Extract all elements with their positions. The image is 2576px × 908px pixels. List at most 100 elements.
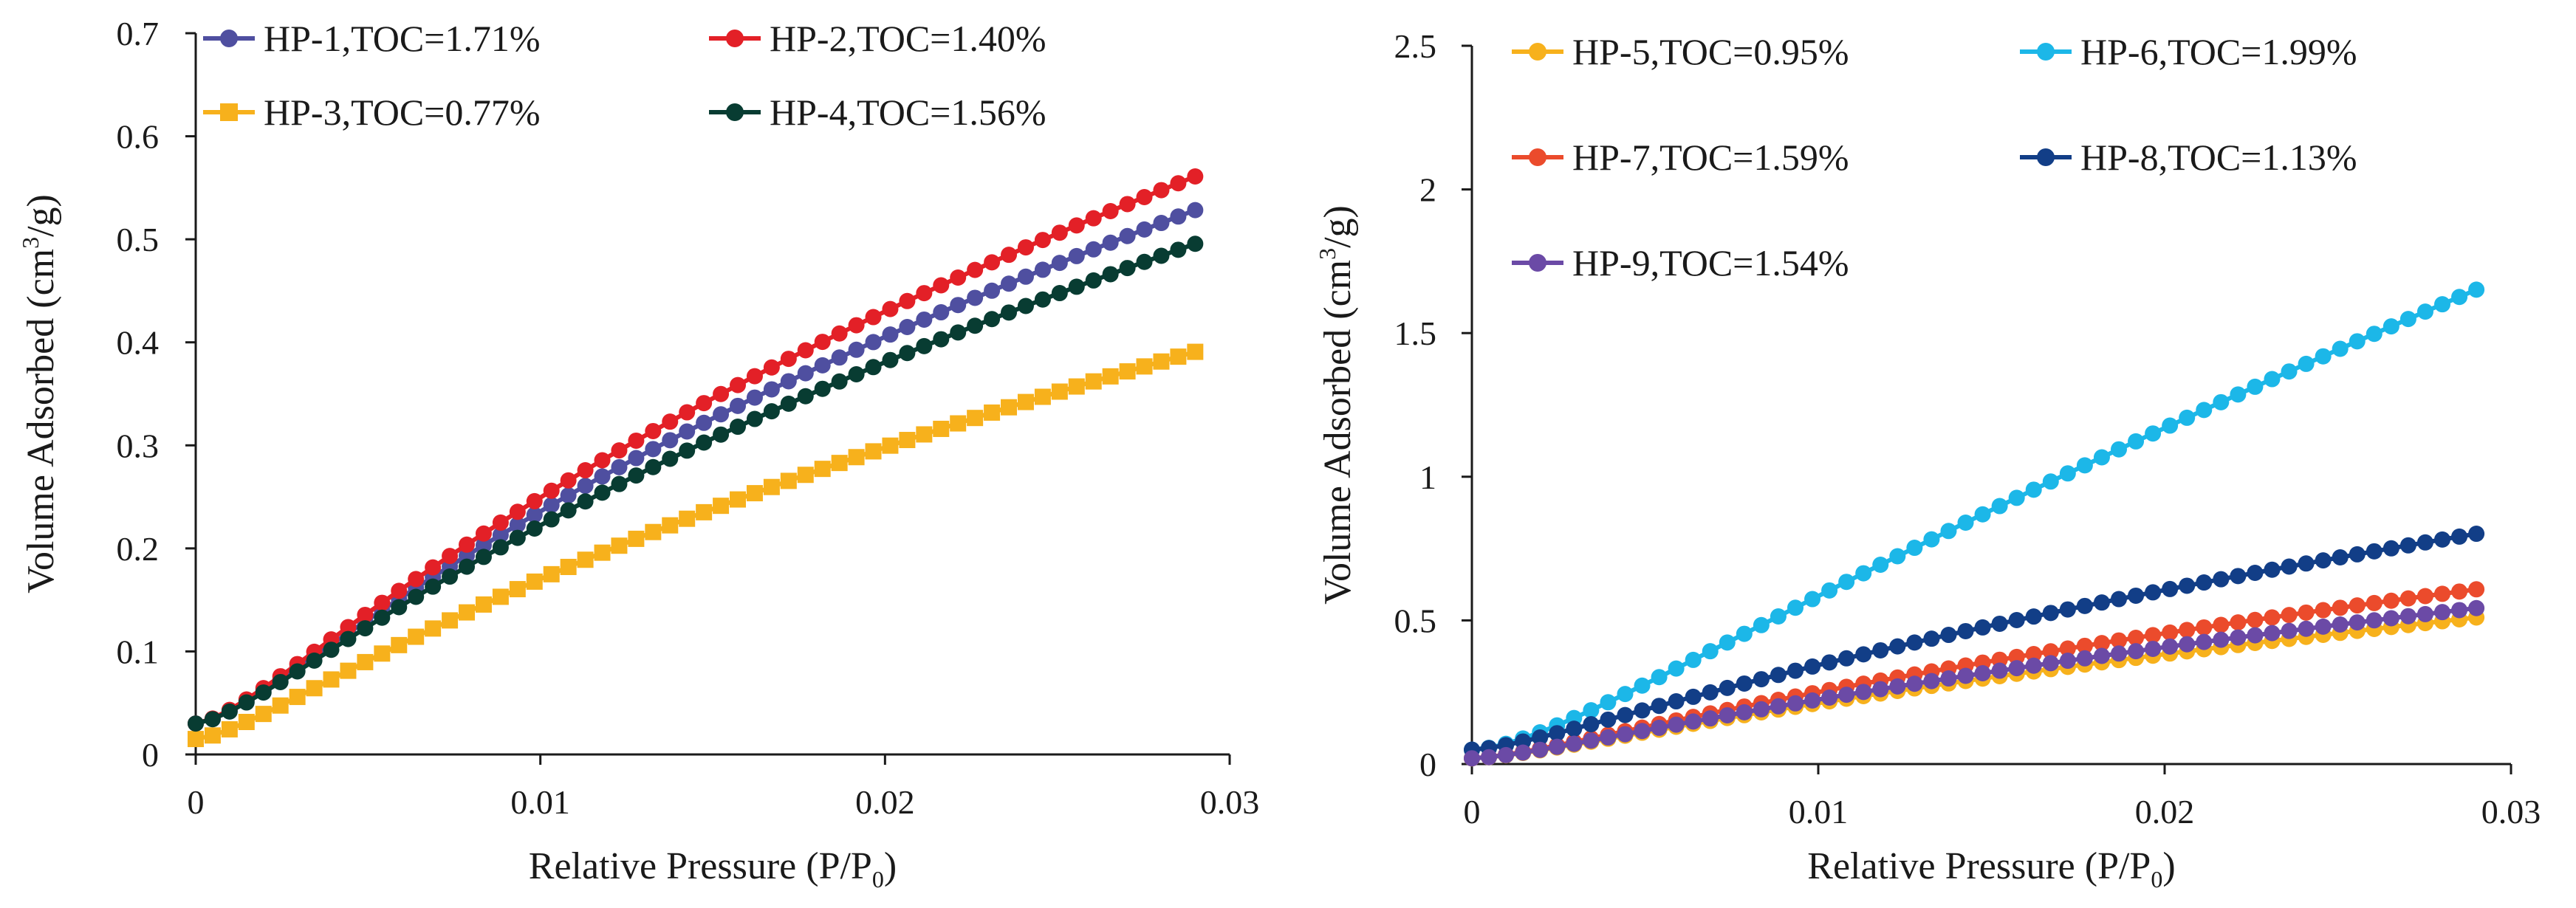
data-point bbox=[2093, 449, 2110, 466]
data-point bbox=[2298, 555, 2315, 572]
data-point bbox=[1481, 749, 1498, 766]
data-point bbox=[1068, 247, 1085, 264]
legend-item: HP-7,TOC=1.59% bbox=[1512, 137, 1849, 178]
data-point bbox=[1736, 625, 1753, 642]
data-point bbox=[1170, 208, 1187, 225]
data-point bbox=[814, 461, 831, 478]
data-point bbox=[2315, 602, 2332, 619]
data-point bbox=[1974, 506, 1991, 523]
data-point bbox=[594, 544, 611, 561]
legend-item: HP-2,TOC=1.40% bbox=[709, 18, 1046, 59]
data-point bbox=[475, 596, 492, 613]
data-point bbox=[272, 697, 289, 714]
data-point bbox=[255, 706, 272, 723]
series-hp-3 bbox=[188, 343, 1204, 748]
legend-label: HP-9,TOC=1.54% bbox=[1572, 242, 1849, 283]
y-tick-label: 0.5 bbox=[117, 221, 160, 258]
data-point bbox=[797, 467, 814, 484]
data-point bbox=[2366, 594, 2383, 611]
data-point bbox=[2247, 565, 2264, 582]
data-point bbox=[780, 395, 797, 412]
data-point bbox=[2025, 646, 2042, 663]
data-point bbox=[2349, 614, 2366, 631]
data-point bbox=[797, 342, 814, 359]
legend-key-marker bbox=[726, 103, 744, 121]
data-point bbox=[1498, 746, 1515, 763]
data-point bbox=[2042, 655, 2059, 672]
data-point bbox=[984, 254, 1001, 271]
data-point bbox=[780, 373, 797, 390]
data-point bbox=[865, 359, 882, 376]
data-point bbox=[2110, 645, 2127, 662]
data-point bbox=[696, 395, 713, 412]
y-tick-label: 0 bbox=[1419, 746, 1436, 783]
data-point bbox=[408, 571, 425, 588]
legend-item: HP-4,TOC=1.56% bbox=[709, 92, 1046, 133]
data-point bbox=[442, 568, 459, 585]
data-point bbox=[2349, 333, 2366, 350]
data-point bbox=[2076, 597, 2093, 614]
data-point bbox=[831, 455, 848, 472]
data-point bbox=[967, 261, 984, 278]
data-point bbox=[2468, 526, 2485, 543]
data-point bbox=[1532, 729, 1549, 746]
data-point bbox=[2196, 574, 2213, 591]
data-point bbox=[933, 304, 950, 321]
data-point bbox=[730, 491, 747, 508]
data-point bbox=[1770, 698, 1787, 715]
data-point bbox=[2281, 607, 2298, 624]
data-point bbox=[848, 365, 865, 382]
data-point bbox=[323, 671, 340, 688]
data-point bbox=[340, 630, 357, 647]
data-point bbox=[916, 311, 933, 328]
data-point bbox=[2264, 609, 2281, 626]
x-tick-label: 0.01 bbox=[510, 783, 570, 821]
data-point bbox=[1736, 704, 1753, 720]
data-point bbox=[577, 478, 594, 495]
data-point bbox=[1719, 679, 1736, 696]
data-point bbox=[1719, 707, 1736, 724]
data-point bbox=[1906, 675, 1923, 692]
data-point bbox=[882, 326, 899, 343]
data-point bbox=[780, 472, 797, 489]
data-point bbox=[2128, 643, 2145, 660]
data-point bbox=[696, 434, 713, 451]
data-point bbox=[916, 337, 933, 354]
data-point bbox=[628, 467, 645, 484]
data-point bbox=[797, 365, 814, 382]
data-point bbox=[763, 381, 780, 398]
data-point bbox=[746, 368, 763, 385]
data-point bbox=[611, 458, 628, 475]
data-point bbox=[1600, 711, 1617, 728]
data-point bbox=[1034, 388, 1051, 405]
data-point bbox=[1617, 686, 1634, 703]
legend-label: HP-5,TOC=0.95% bbox=[1572, 31, 1849, 72]
data-point bbox=[2128, 433, 2145, 450]
data-point bbox=[2059, 465, 2076, 482]
data-point bbox=[882, 300, 899, 317]
data-point bbox=[1855, 565, 1872, 582]
series-hp-6 bbox=[1464, 281, 2485, 758]
legend-item: HP-5,TOC=0.95% bbox=[1512, 31, 1849, 72]
data-point bbox=[1923, 673, 1940, 689]
chart-right: 0 0.5 1 1.5 2 2.5 0 0.01 0.02 0.03 Relative Pressu… bbox=[1314, 27, 2541, 892]
data-point bbox=[611, 537, 628, 554]
data-point bbox=[526, 506, 543, 523]
data-point bbox=[848, 341, 865, 358]
data-point bbox=[2162, 638, 2179, 655]
data-point bbox=[1702, 643, 1719, 660]
data-point bbox=[950, 297, 967, 314]
data-point bbox=[2332, 549, 2349, 566]
chart-left: 0 0.1 0.2 0.3 0.4 0.5 0.6 0.7 0 0.01 0.02 0.03 Relat… bbox=[17, 15, 1259, 892]
data-point bbox=[1736, 675, 1753, 692]
data-point bbox=[2213, 393, 2230, 410]
data-point bbox=[746, 485, 763, 502]
data-point bbox=[2433, 296, 2450, 313]
data-point bbox=[916, 426, 933, 443]
data-point bbox=[2433, 585, 2450, 602]
data-point bbox=[1136, 253, 1153, 270]
data-point bbox=[2213, 631, 2230, 648]
data-point bbox=[1085, 210, 1102, 227]
x-tick-label: 0.01 bbox=[1789, 793, 1849, 830]
data-point bbox=[1787, 599, 1803, 616]
